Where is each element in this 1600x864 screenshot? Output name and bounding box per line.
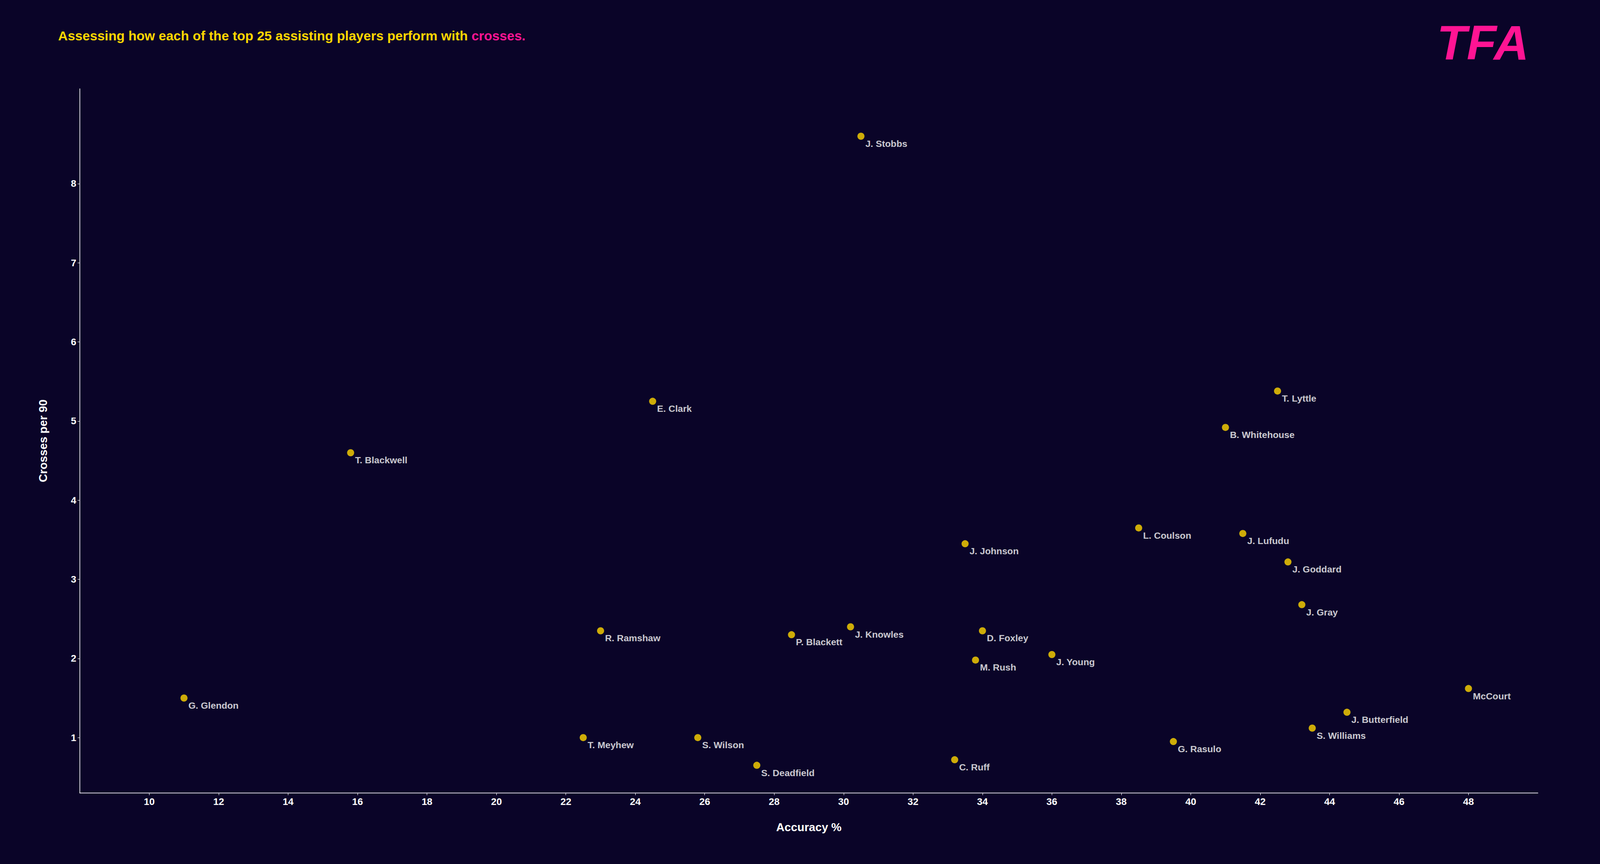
svg-text:S. Wilson: S. Wilson (702, 739, 744, 750)
svg-text:J. Butterfield: J. Butterfield (1351, 714, 1409, 725)
svg-text:36: 36 (1046, 795, 1058, 807)
svg-text:J. Young: J. Young (1056, 656, 1095, 667)
svg-text:T. Blackwell: T. Blackwell (354, 454, 408, 465)
svg-text:TFA: TFA (1436, 15, 1530, 70)
svg-text:J. Stobbs: J. Stobbs (865, 138, 908, 149)
svg-text:4: 4 (70, 494, 77, 506)
svg-text:T. Lyttle: T. Lyttle (1281, 393, 1317, 404)
svg-text:40: 40 (1185, 795, 1196, 807)
svg-text:48: 48 (1462, 795, 1474, 807)
svg-text:Accuracy %: Accuracy % (776, 820, 842, 834)
svg-text:J. Knowles: J. Knowles (854, 628, 904, 640)
svg-text:B. Whitehouse: B. Whitehouse (1230, 429, 1295, 440)
svg-text:Assessing how each of the top: Assessing how each of the top 25 assisti… (58, 28, 472, 44)
svg-text:D. Foxley: D. Foxley (986, 632, 1029, 643)
svg-text:2: 2 (70, 652, 77, 664)
svg-text:12: 12 (213, 795, 225, 807)
svg-text:J. Lufudu: J. Lufudu (1247, 535, 1290, 546)
svg-text:46: 46 (1393, 795, 1405, 807)
svg-text:1: 1 (70, 731, 77, 743)
svg-text:44: 44 (1324, 795, 1336, 807)
svg-text:30: 30 (838, 795, 850, 807)
svg-text:26: 26 (699, 795, 710, 807)
svg-text:42: 42 (1254, 795, 1266, 807)
svg-text:T. Meyhew: T. Meyhew (587, 739, 635, 750)
svg-text:7: 7 (70, 257, 77, 269)
svg-text:24: 24 (629, 795, 641, 807)
svg-text:14: 14 (282, 795, 294, 807)
svg-text:18: 18 (421, 795, 433, 807)
svg-text:P. Blackett: P. Blackett (795, 636, 843, 647)
svg-text:22: 22 (560, 795, 571, 807)
svg-text:M. Rush: M. Rush (979, 661, 1017, 673)
svg-text:8: 8 (70, 177, 77, 189)
svg-text:20: 20 (491, 795, 502, 807)
svg-text:S. Williams: S. Williams (1316, 730, 1366, 741)
svg-text:10: 10 (143, 795, 155, 807)
svg-text:R. Ramshaw: R. Ramshaw (605, 632, 661, 643)
svg-text:E. Clark: E. Clark (656, 403, 692, 414)
svg-text:crosses.: crosses. (471, 28, 526, 44)
svg-text:34: 34 (977, 795, 989, 807)
svg-text:L. Coulson: L. Coulson (1143, 530, 1192, 541)
svg-text:G. Rasulo: G. Rasulo (1177, 743, 1222, 754)
svg-text:16: 16 (352, 795, 363, 807)
svg-text:S. Deadfield: S. Deadfield (761, 767, 815, 778)
svg-text:3: 3 (70, 573, 77, 585)
svg-text:J. Goddard: J. Goddard (1292, 563, 1342, 574)
svg-text:6: 6 (70, 336, 77, 348)
svg-text:J. Johnson: J. Johnson (969, 545, 1019, 556)
svg-text:Crosses per 90: Crosses per 90 (36, 399, 50, 482)
svg-text:38: 38 (1116, 795, 1127, 807)
svg-text:5: 5 (70, 415, 77, 427)
svg-text:McCourt: McCourt (1472, 690, 1511, 701)
svg-text:C. Ruff: C. Ruff (959, 761, 991, 772)
svg-text:28: 28 (768, 795, 780, 807)
svg-text:J. Gray: J. Gray (1306, 606, 1339, 618)
svg-text:G. Glendon: G. Glendon (188, 699, 239, 711)
svg-text:32: 32 (907, 795, 919, 807)
